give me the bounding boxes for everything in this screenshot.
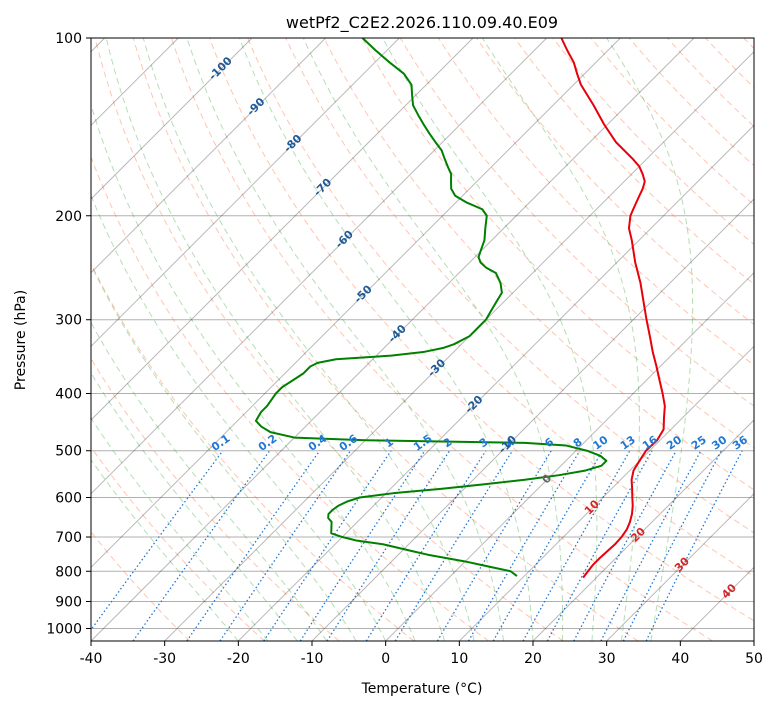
moist-adiabat-line <box>91 458 239 641</box>
dry-adiabat-line <box>132 38 639 641</box>
skewed-isotherms <box>91 38 754 641</box>
x-axis-title: Temperature (°C) <box>361 681 483 697</box>
chart-title: wetPf2_C2E2.2026.110.09.40.E09 <box>286 13 558 33</box>
moist-adiabat-line <box>91 263 357 641</box>
mixing-ratio-line <box>622 450 722 641</box>
temperature-series-line <box>560 38 666 579</box>
mixing-ratio-line <box>91 450 224 631</box>
mixing-ratio-line <box>546 450 653 641</box>
x-axis-ticks: -40 -30 -20 -10 0 10 20 30 40 50 <box>80 641 763 667</box>
dry-adiabat-line <box>91 262 415 641</box>
skewed-isotherm-line <box>91 38 621 569</box>
mixing-ratio-line <box>326 450 451 641</box>
x-tick-label: 0 <box>381 651 390 667</box>
dry-adiabat-line <box>323 38 754 491</box>
y-axis-title: Pressure (hPa) <box>13 290 29 390</box>
mixing-ratio-line <box>263 450 392 641</box>
y-tick-label: 800 <box>55 564 82 580</box>
dry-adiabat-line <box>91 357 340 641</box>
dry-adiabat-line <box>514 38 754 285</box>
dry-adiabat-line <box>247 38 754 578</box>
plot-content: 0.1 0.2 0.4 0.6 1 1.5 2 3 4 6 8 10 13 16 20 25 30 36-100-… <box>91 38 754 641</box>
dry-adiabat-line <box>285 38 754 534</box>
moist-adiabat-line <box>91 372 298 641</box>
x-tick-label: -20 <box>227 651 250 667</box>
dewpoint-series-line <box>254 38 608 577</box>
y-axis-ticks: 100 200 300 400 500 600 700 800 900 1000 <box>46 31 91 637</box>
dry-adiabat-line <box>91 446 265 641</box>
skewed-isotherm-line <box>311 198 754 641</box>
moist-adiabat-line <box>481 38 640 641</box>
skewed-isotherm-line <box>532 419 754 641</box>
moist-adiabat-line <box>91 321 328 641</box>
skewed-isotherm-line <box>91 38 474 421</box>
moist-adiabats <box>91 38 694 641</box>
mixing-ratio-line <box>299 450 426 641</box>
y-tick-label: 100 <box>55 31 82 47</box>
x-tick-label: 40 <box>671 651 689 667</box>
plot-frame <box>90 37 755 642</box>
dry-adiabat-line <box>476 38 754 326</box>
skewed-isotherm-line <box>91 38 548 495</box>
profile-series <box>254 38 666 579</box>
dry-adiabat-line <box>94 38 564 641</box>
moist-adiabat-line <box>238 38 534 641</box>
skewed-isotherm-line <box>385 271 754 641</box>
moist-adiabat-line <box>91 103 416 641</box>
y-tick-label: 300 <box>55 313 82 329</box>
skewed-isotherm-line <box>91 38 695 641</box>
x-tick-label: 10 <box>450 651 468 667</box>
mixing-ratio-line <box>219 450 351 641</box>
mixing-ratio-line <box>394 450 513 641</box>
moist-adiabat-line <box>91 194 387 641</box>
x-tick-label: 20 <box>524 651 542 667</box>
dry-adiabat-line <box>209 38 754 622</box>
moist-adiabat-line <box>142 38 475 641</box>
x-tick-label: -10 <box>301 651 324 667</box>
skewed-isotherm-line <box>91 38 253 200</box>
x-tick-label: 30 <box>598 651 616 667</box>
moist-adiabat-line <box>105 38 446 641</box>
skewed-isotherm-line <box>237 124 754 641</box>
mixing-ratio-line <box>492 450 604 641</box>
mixing-ratio-line <box>645 450 743 641</box>
y-tick-label: 400 <box>55 387 82 403</box>
y-tick-label: 1000 <box>46 621 82 637</box>
y-tick-label: 900 <box>55 594 82 610</box>
skewed-isotherm-line <box>458 345 754 641</box>
moist-adiabat-line <box>91 417 269 641</box>
dry-adiabats <box>91 38 754 641</box>
mixing-ratio-line <box>365 450 487 641</box>
pressure-gridlines <box>91 38 754 629</box>
skewed-isotherm-line <box>164 50 754 641</box>
plot-area <box>91 38 754 641</box>
y-tick-label: 200 <box>55 209 82 225</box>
x-tick-label: 50 <box>745 651 763 667</box>
y-tick-label: 500 <box>55 444 82 460</box>
skewed-isotherm-line <box>91 38 327 274</box>
moist-adiabat-line <box>382 38 598 641</box>
y-tick-label: 600 <box>55 490 82 506</box>
skewed-isotherm-line <box>606 492 754 641</box>
moist-adiabat-line <box>302 38 564 641</box>
mixing-ratio-line <box>132 450 271 641</box>
mixing-ratio-line <box>522 450 631 641</box>
skewed-isotherm-line <box>91 38 400 348</box>
x-tick-label: -30 <box>153 651 176 667</box>
y-tick-label: 700 <box>55 530 82 546</box>
x-tick-label: -40 <box>80 651 103 667</box>
dry-adiabat-line <box>170 38 713 641</box>
mixing-ratio-line <box>186 450 321 641</box>
mixing-ratio-lines <box>91 450 743 641</box>
moist-adiabat-line <box>606 38 694 641</box>
